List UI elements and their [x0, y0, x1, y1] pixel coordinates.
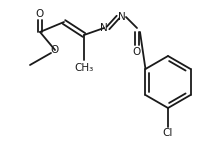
Text: O: O: [51, 45, 59, 55]
Text: N: N: [100, 23, 107, 33]
Text: Cl: Cl: [162, 128, 172, 138]
Text: O: O: [36, 9, 44, 19]
Text: CH₃: CH₃: [74, 63, 93, 73]
Text: N: N: [118, 12, 125, 22]
Text: O: O: [132, 47, 140, 57]
